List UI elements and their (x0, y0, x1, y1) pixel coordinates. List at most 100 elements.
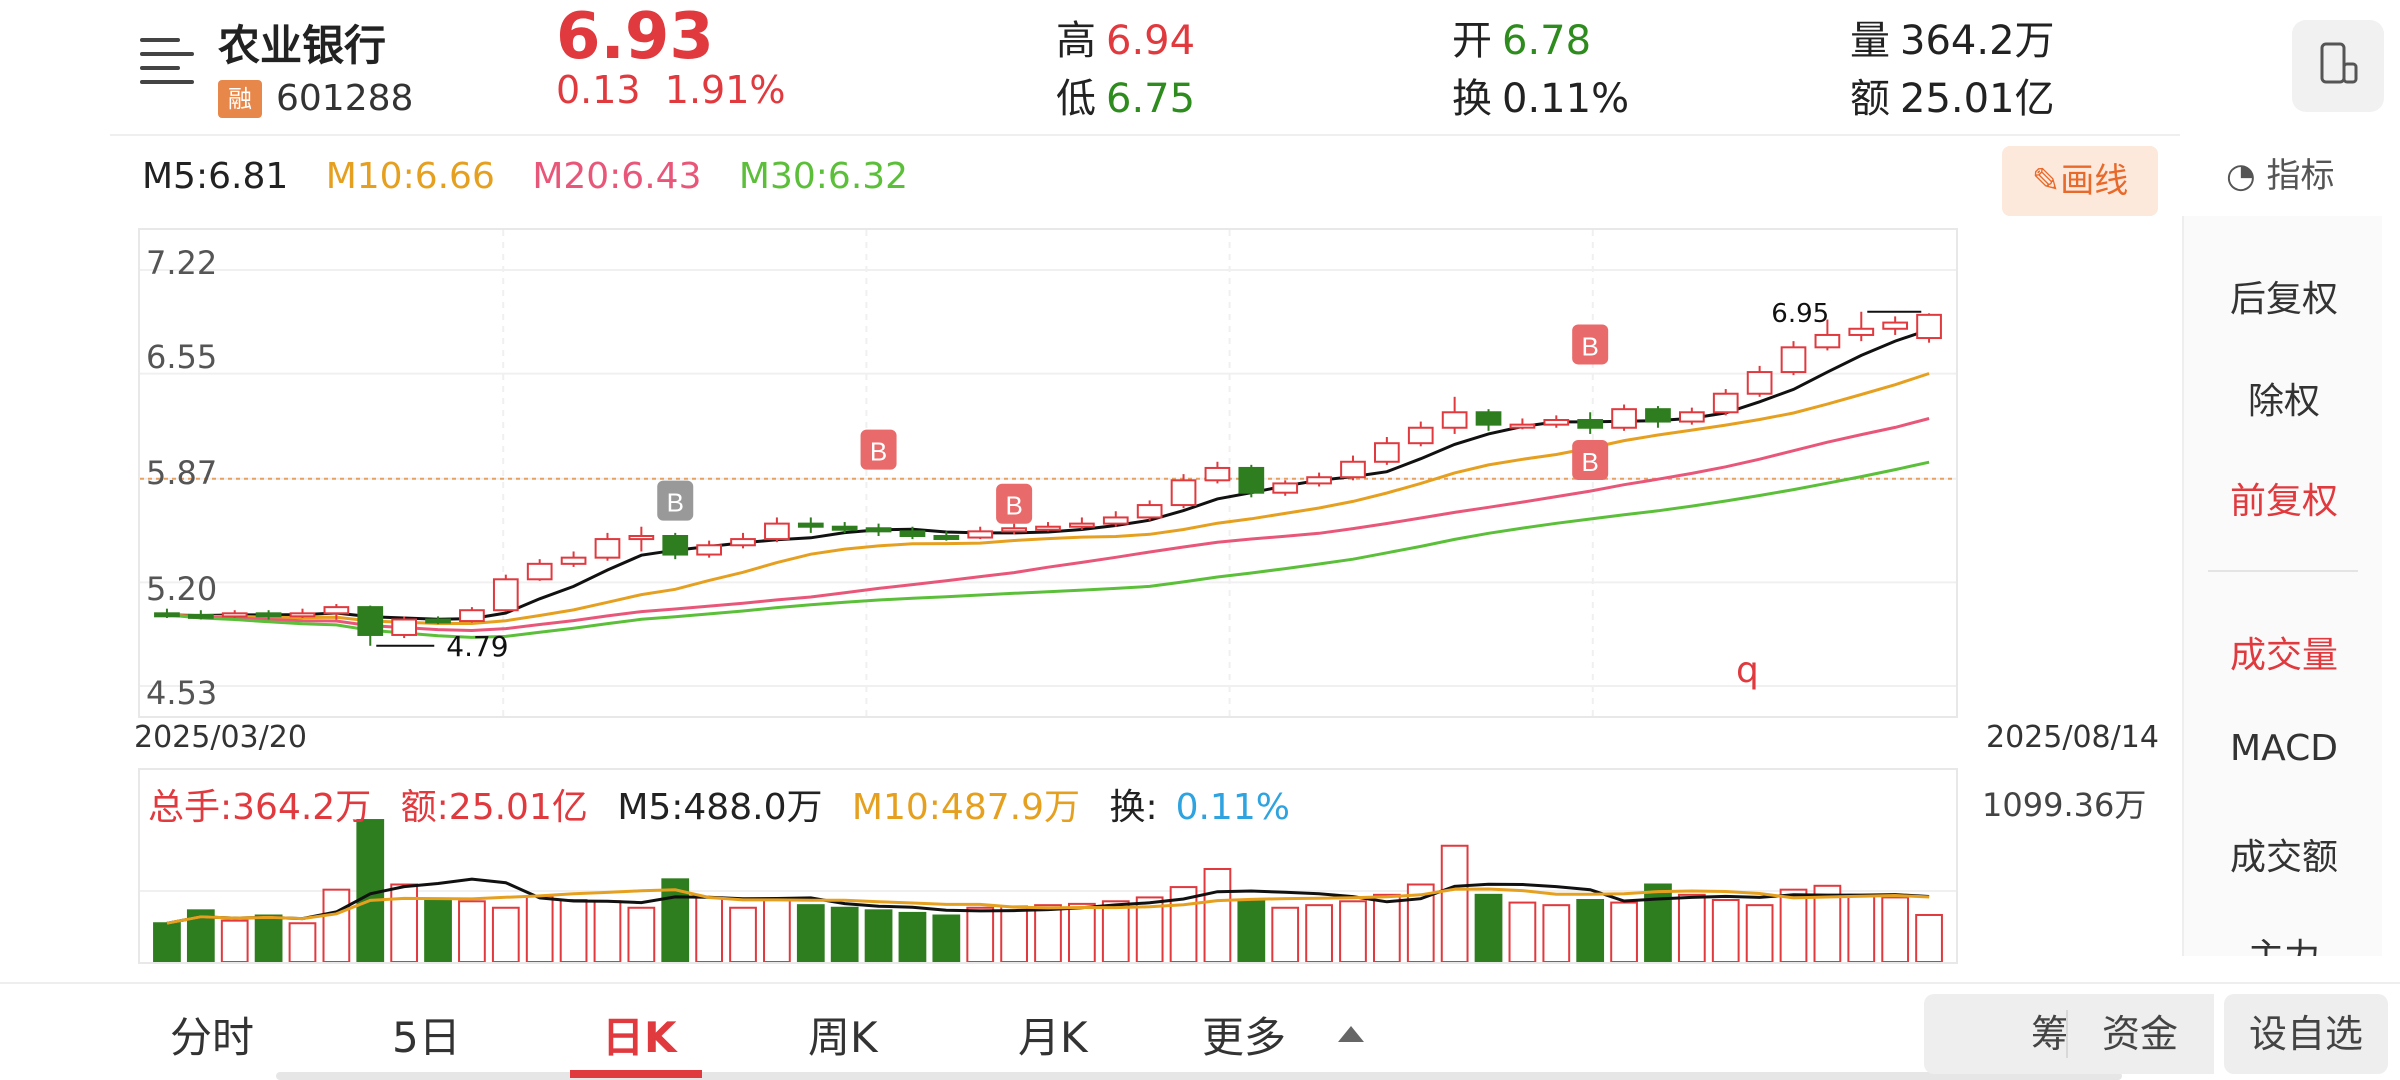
volume-bar (1271, 906, 1300, 964)
candle-body (1136, 504, 1163, 519)
candle-body (831, 525, 858, 531)
candle-body (221, 612, 248, 618)
volume-bar (559, 899, 588, 963)
expand-up-icon[interactable] (1338, 1026, 1364, 1042)
stat-high-label: 高 (1056, 18, 1096, 64)
stat-low-label: 低 (1056, 76, 1096, 122)
volume-bar (593, 900, 622, 963)
volume-bar (1372, 893, 1401, 963)
candle-body (391, 618, 418, 636)
volume-bar (458, 900, 486, 963)
ytick-2: 6.55 (146, 338, 218, 376)
signal-letter: q (1736, 650, 1759, 691)
volume-bar (1610, 901, 1638, 964)
volume-bar (1542, 904, 1571, 963)
ma20-label: M20:6.43 (532, 156, 702, 197)
funds-button[interactable]: 资金 (2068, 994, 2212, 1074)
tab-daily-k[interactable]: 日K (602, 1013, 677, 1062)
volume-bar (1745, 904, 1774, 963)
stock-code: 601288 (276, 78, 414, 119)
kline-chart[interactable]: B B B B B 4.79 6.95 q (138, 228, 1958, 718)
stock-name: 农业银行 (218, 21, 387, 70)
stat-open-value: 6.78 (1502, 18, 1592, 64)
candle-body (1509, 423, 1536, 429)
candle-body (933, 534, 960, 540)
volume-bar (864, 909, 893, 963)
side-item-main-force[interactable]: 主力 (2184, 928, 2382, 956)
candle-body (899, 530, 926, 537)
side-item-volume[interactable]: 成交量 (2229, 635, 2338, 676)
tab-weekly-k[interactable]: 周K (808, 1013, 878, 1062)
active-tab-indicator (570, 1070, 702, 1078)
side-panel: 后复权 除权 前复权 成交量 MACD 成交额 主力 (2182, 216, 2382, 956)
scroll-track[interactable] (276, 1072, 2122, 1080)
ma5-label: M5:6.81 (142, 156, 289, 197)
menu-icon[interactable] (140, 38, 194, 88)
tab-5day[interactable]: 5日 (392, 1013, 461, 1062)
volume-bar (525, 895, 554, 963)
indicator-label: 指标 (2266, 156, 2335, 196)
tab-intraday[interactable]: 分时 (170, 1013, 255, 1062)
volume-bar (695, 896, 724, 963)
candle-body (459, 609, 485, 623)
volume-bar (1508, 901, 1537, 964)
candle-body (594, 538, 621, 559)
gauge-icon: ◔ (2226, 156, 2256, 196)
candle-body (1374, 442, 1400, 463)
ytick-4: 5.20 (146, 570, 218, 608)
candle-body (1916, 313, 1942, 340)
tabbar-divider (0, 982, 2400, 984)
vol-turnover-value: 0.11% (1175, 787, 1290, 828)
volume-bar (830, 906, 859, 964)
volume-bar (898, 911, 927, 964)
candle-body (425, 618, 451, 624)
vol-turnover: 换: 0.11% (1109, 787, 1308, 828)
tab-monthly-k[interactable]: 月K (1018, 1013, 1088, 1062)
volume-chart[interactable] (138, 768, 1958, 964)
vol-ma5-line (166, 877, 1930, 925)
volume-bar (153, 922, 181, 963)
signal-marker (1572, 324, 1609, 365)
stat-turnover: 换 0.11% (1452, 66, 1629, 124)
volume-bar (1576, 899, 1605, 963)
volume-bar (491, 906, 520, 964)
ma-legend: M5:6.81 M10:6.66 M20:6.43 M30:6.32 (142, 156, 934, 197)
vol-total: 总手:364.2万 (148, 787, 372, 828)
signal-label: B (1582, 447, 1599, 477)
candle-body (730, 538, 756, 547)
side-item-amount[interactable]: 成交额 (2229, 837, 2338, 878)
add-watchlist-button[interactable]: 设自选 (2224, 994, 2388, 1074)
draw-line-button[interactable]: ✎画线 (2002, 146, 2158, 216)
candle-body (255, 612, 282, 618)
phone-rotate-icon[interactable] (2292, 20, 2384, 112)
volume-bar (1915, 913, 1943, 963)
side-item-macd[interactable]: MACD (2230, 728, 2338, 769)
candle-body (1272, 482, 1299, 494)
vol-turnover-label: 换: (1109, 787, 1158, 828)
ma30-label: M30:6.32 (738, 156, 909, 197)
side-item-pre-adjust[interactable]: 前复权 (2229, 481, 2338, 522)
vol-m10: M10:487.9万 (851, 787, 1080, 828)
volume-bar (1203, 868, 1232, 963)
side-item-post-adjust[interactable]: 后复权 (2229, 279, 2338, 320)
volume-bar (763, 899, 791, 963)
stat-turnover-label: 换 (1452, 76, 1492, 122)
date-start: 2025/03/20 (134, 720, 307, 755)
volume-legend: 总手:364.2万 额:25.01亿 M5:488.0万 M10:487.9万 … (148, 778, 1326, 830)
side-item-ex-rights[interactable]: 除权 (2247, 381, 2320, 422)
signal-marker (860, 429, 897, 470)
candle-body (1678, 411, 1705, 423)
date-end: 2025/08/14 (1986, 720, 2159, 755)
volume-bar (1305, 904, 1333, 963)
stat-turnover-value: 0.11% (1502, 76, 1630, 122)
candle-body (1814, 333, 1841, 349)
volume-bar (1034, 904, 1062, 963)
ma10-label: M10:6.66 (325, 156, 495, 197)
indicator-button[interactable]: ◔ 指标 (2226, 148, 2334, 197)
stat-amount-label: 额 (1850, 76, 1890, 122)
volume-bar (424, 899, 452, 963)
volume-bar (1101, 900, 1130, 963)
tab-more[interactable]: 更多 (1202, 1013, 1287, 1062)
candle-body (1848, 327, 1875, 336)
ma-line-m10 (166, 372, 1930, 625)
